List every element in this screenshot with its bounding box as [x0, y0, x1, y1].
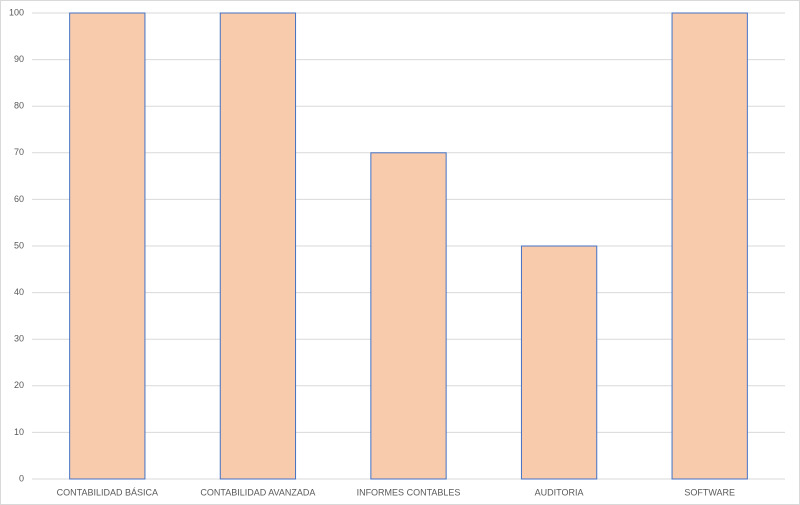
bar: [69, 12, 146, 480]
y-tick-label: 50: [14, 240, 24, 250]
y-tick-label: 100: [9, 7, 24, 17]
y-tick-label: 80: [14, 101, 24, 111]
x-tick-label: CONTABILIDAD AVANZADA: [200, 487, 315, 497]
bar: [520, 245, 598, 480]
y-tick-label: 40: [14, 287, 24, 297]
y-tick-label: 20: [14, 380, 24, 390]
y-tick-label: 90: [14, 54, 24, 64]
bar: [219, 12, 297, 480]
y-tick-label: 10: [14, 427, 24, 437]
x-tick-label: AUDITORIA: [535, 487, 584, 497]
x-tick-label: SOFTWARE: [684, 487, 735, 497]
x-tick-label: CONTABILIDAD BÁSICA: [57, 487, 158, 497]
bar: [370, 152, 447, 480]
y-tick-label: 30: [14, 334, 24, 344]
x-tick-label: INFORMES CONTABLES: [357, 487, 461, 497]
y-tick-label: 60: [14, 194, 24, 204]
y-tick-label: 70: [14, 147, 24, 157]
bar: [671, 12, 748, 480]
y-tick-label: 0: [19, 473, 24, 483]
